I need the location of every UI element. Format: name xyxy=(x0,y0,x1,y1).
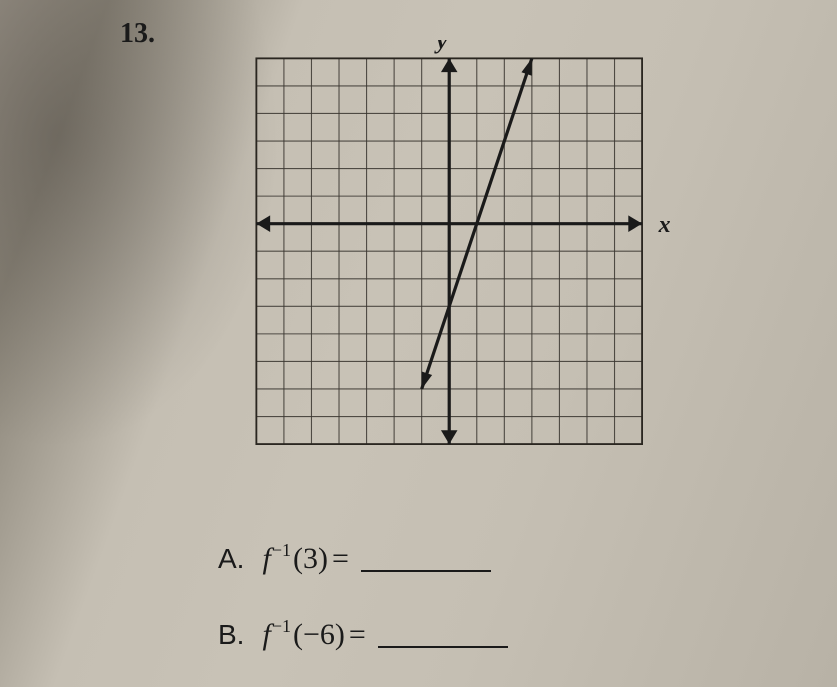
question-b-expression: f−1(−6) = xyxy=(262,618,507,652)
equals-sign: = xyxy=(332,542,349,576)
inverse-exponent: −1 xyxy=(272,540,291,561)
answer-blank-b xyxy=(378,646,508,648)
func-symbol: f xyxy=(262,542,270,576)
argument: (−6) xyxy=(293,618,345,652)
y-arrow-down xyxy=(441,430,458,444)
equals-sign: = xyxy=(349,618,366,652)
x-axis-label: x xyxy=(658,212,671,238)
x-arrow-left xyxy=(256,215,270,232)
argument: (3) xyxy=(293,542,328,576)
x-arrow-right xyxy=(628,215,642,232)
y-axis-label: y xyxy=(434,40,448,55)
graph-svg: x y xyxy=(238,40,688,490)
question-a: A. f−1(3) = xyxy=(218,542,491,576)
question-b: B. f−1(−6) = xyxy=(218,618,508,652)
coordinate-graph: x y xyxy=(238,40,688,490)
func-symbol: f xyxy=(262,618,270,652)
func-arrow-bottom xyxy=(416,372,432,391)
y-arrow-up xyxy=(441,58,458,72)
question-a-label: A. xyxy=(218,543,244,575)
inverse-exponent: −1 xyxy=(272,616,291,637)
answer-blank-a xyxy=(361,570,491,572)
func-arrow-top xyxy=(521,57,537,76)
question-b-label: B. xyxy=(218,619,244,651)
problem-number: 13. xyxy=(120,18,155,50)
question-a-expression: f−1(3) = xyxy=(262,542,490,576)
